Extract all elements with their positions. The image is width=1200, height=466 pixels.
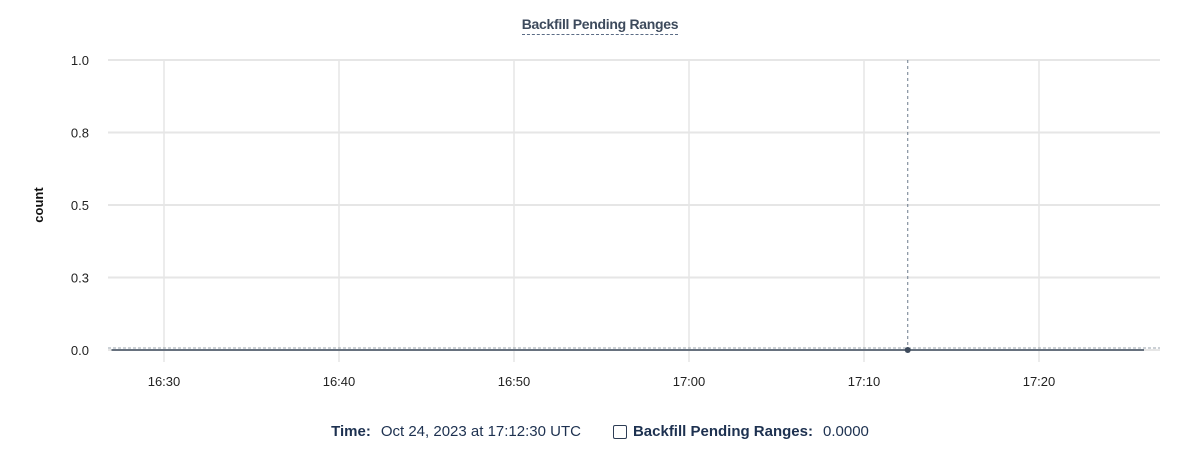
x-tick-label: 17:00 [673, 374, 706, 389]
chart-title[interactable]: Backfill Pending Ranges [0, 16, 1200, 35]
y-tick-label: 0.0 [71, 343, 89, 358]
time-value: Oct 24, 2023 at 17:12:30 UTC [380, 423, 581, 440]
hover-data-point [904, 347, 911, 353]
y-axis-label: count [31, 187, 46, 223]
x-tick-label: 16:40 [323, 374, 356, 389]
time-label: Time: [331, 423, 371, 440]
y-tick-label: 0.3 [71, 271, 89, 286]
y-tick-label: 0.5 [71, 198, 89, 213]
y-tick-label: 1.0 [71, 53, 89, 68]
series-label: Backfill Pending Ranges: [632, 423, 813, 440]
x-tick-label: 16:50 [498, 374, 531, 389]
x-tick-label: 17:10 [848, 374, 881, 389]
series-value: 0.0000 [823, 423, 869, 440]
series-toggle-checkbox[interactable] [612, 424, 627, 439]
x-tick-label: 17:20 [1023, 374, 1056, 389]
chart-title-text: Backfill Pending Ranges [521, 16, 679, 35]
series [111, 60, 1144, 353]
y-ticks: 0.0 0.3 0.5 0.8 1.0 [71, 53, 89, 358]
x-ticks: 16:30 16:40 16:50 17:00 17:10 17:20 [148, 374, 1056, 389]
x-tick-label: 16:30 [148, 374, 181, 389]
y-tick-label: 0.8 [71, 126, 89, 141]
hover-legend: Time: Oct 24, 2023 at 17:12:30 UTC Backf… [0, 423, 1200, 440]
grid [108, 59, 1160, 362]
